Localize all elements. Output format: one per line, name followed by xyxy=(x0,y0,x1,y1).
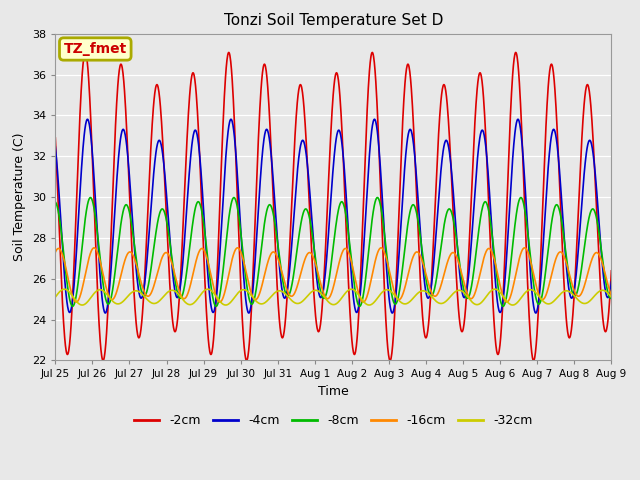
-16cm xyxy=(607,292,615,298)
-4cm xyxy=(473,164,481,170)
-32cm xyxy=(263,299,271,304)
-16cm xyxy=(162,250,170,255)
-2cm xyxy=(472,96,480,102)
-4cm xyxy=(152,153,159,158)
-4cm xyxy=(388,310,396,316)
-2cm xyxy=(51,135,59,141)
-32cm xyxy=(472,302,480,308)
Line: -2cm: -2cm xyxy=(55,52,611,360)
-8cm xyxy=(534,301,542,307)
Legend: -2cm, -4cm, -8cm, -16cm, -32cm: -2cm, -4cm, -8cm, -16cm, -32cm xyxy=(129,409,538,432)
-2cm xyxy=(212,294,220,300)
-32cm xyxy=(509,302,516,308)
-8cm xyxy=(162,214,170,219)
-8cm xyxy=(212,303,220,309)
-2cm xyxy=(162,206,170,212)
Y-axis label: Soil Temperature (C): Soil Temperature (C) xyxy=(13,133,26,262)
-2cm xyxy=(534,305,542,311)
-16cm xyxy=(212,294,220,300)
-32cm xyxy=(60,286,68,292)
Line: -8cm: -8cm xyxy=(55,198,611,306)
-32cm xyxy=(607,294,615,300)
Line: -16cm: -16cm xyxy=(55,248,611,302)
-8cm xyxy=(263,208,271,214)
-8cm xyxy=(212,303,220,309)
X-axis label: Time: Time xyxy=(318,385,349,398)
-16cm xyxy=(51,250,59,255)
-16cm xyxy=(534,291,542,297)
-4cm xyxy=(212,297,220,302)
-8cm xyxy=(51,199,59,205)
-4cm xyxy=(534,300,542,306)
-16cm xyxy=(152,277,159,283)
-16cm xyxy=(472,286,480,292)
-8cm xyxy=(517,195,525,201)
-32cm xyxy=(534,293,542,299)
-8cm xyxy=(151,235,159,241)
Text: TZ_fmet: TZ_fmet xyxy=(63,42,127,56)
-2cm xyxy=(607,268,615,274)
-2cm xyxy=(530,358,538,363)
Title: Tonzi Soil Temperature Set D: Tonzi Soil Temperature Set D xyxy=(223,13,443,28)
-4cm xyxy=(607,279,615,285)
-2cm xyxy=(152,85,159,91)
-4cm xyxy=(263,126,271,132)
-16cm xyxy=(263,264,271,269)
-32cm xyxy=(152,300,159,306)
Line: -32cm: -32cm xyxy=(55,289,611,305)
-2cm xyxy=(263,72,271,77)
-8cm xyxy=(472,247,480,252)
-16cm xyxy=(72,299,80,305)
-4cm xyxy=(162,186,170,192)
-32cm xyxy=(212,293,220,299)
Line: -4cm: -4cm xyxy=(55,119,611,313)
-8cm xyxy=(607,295,615,301)
-32cm xyxy=(162,291,170,297)
-32cm xyxy=(51,294,59,300)
-16cm xyxy=(521,245,529,251)
-4cm xyxy=(51,144,59,150)
-2cm xyxy=(81,49,89,55)
-4cm xyxy=(84,116,92,122)
